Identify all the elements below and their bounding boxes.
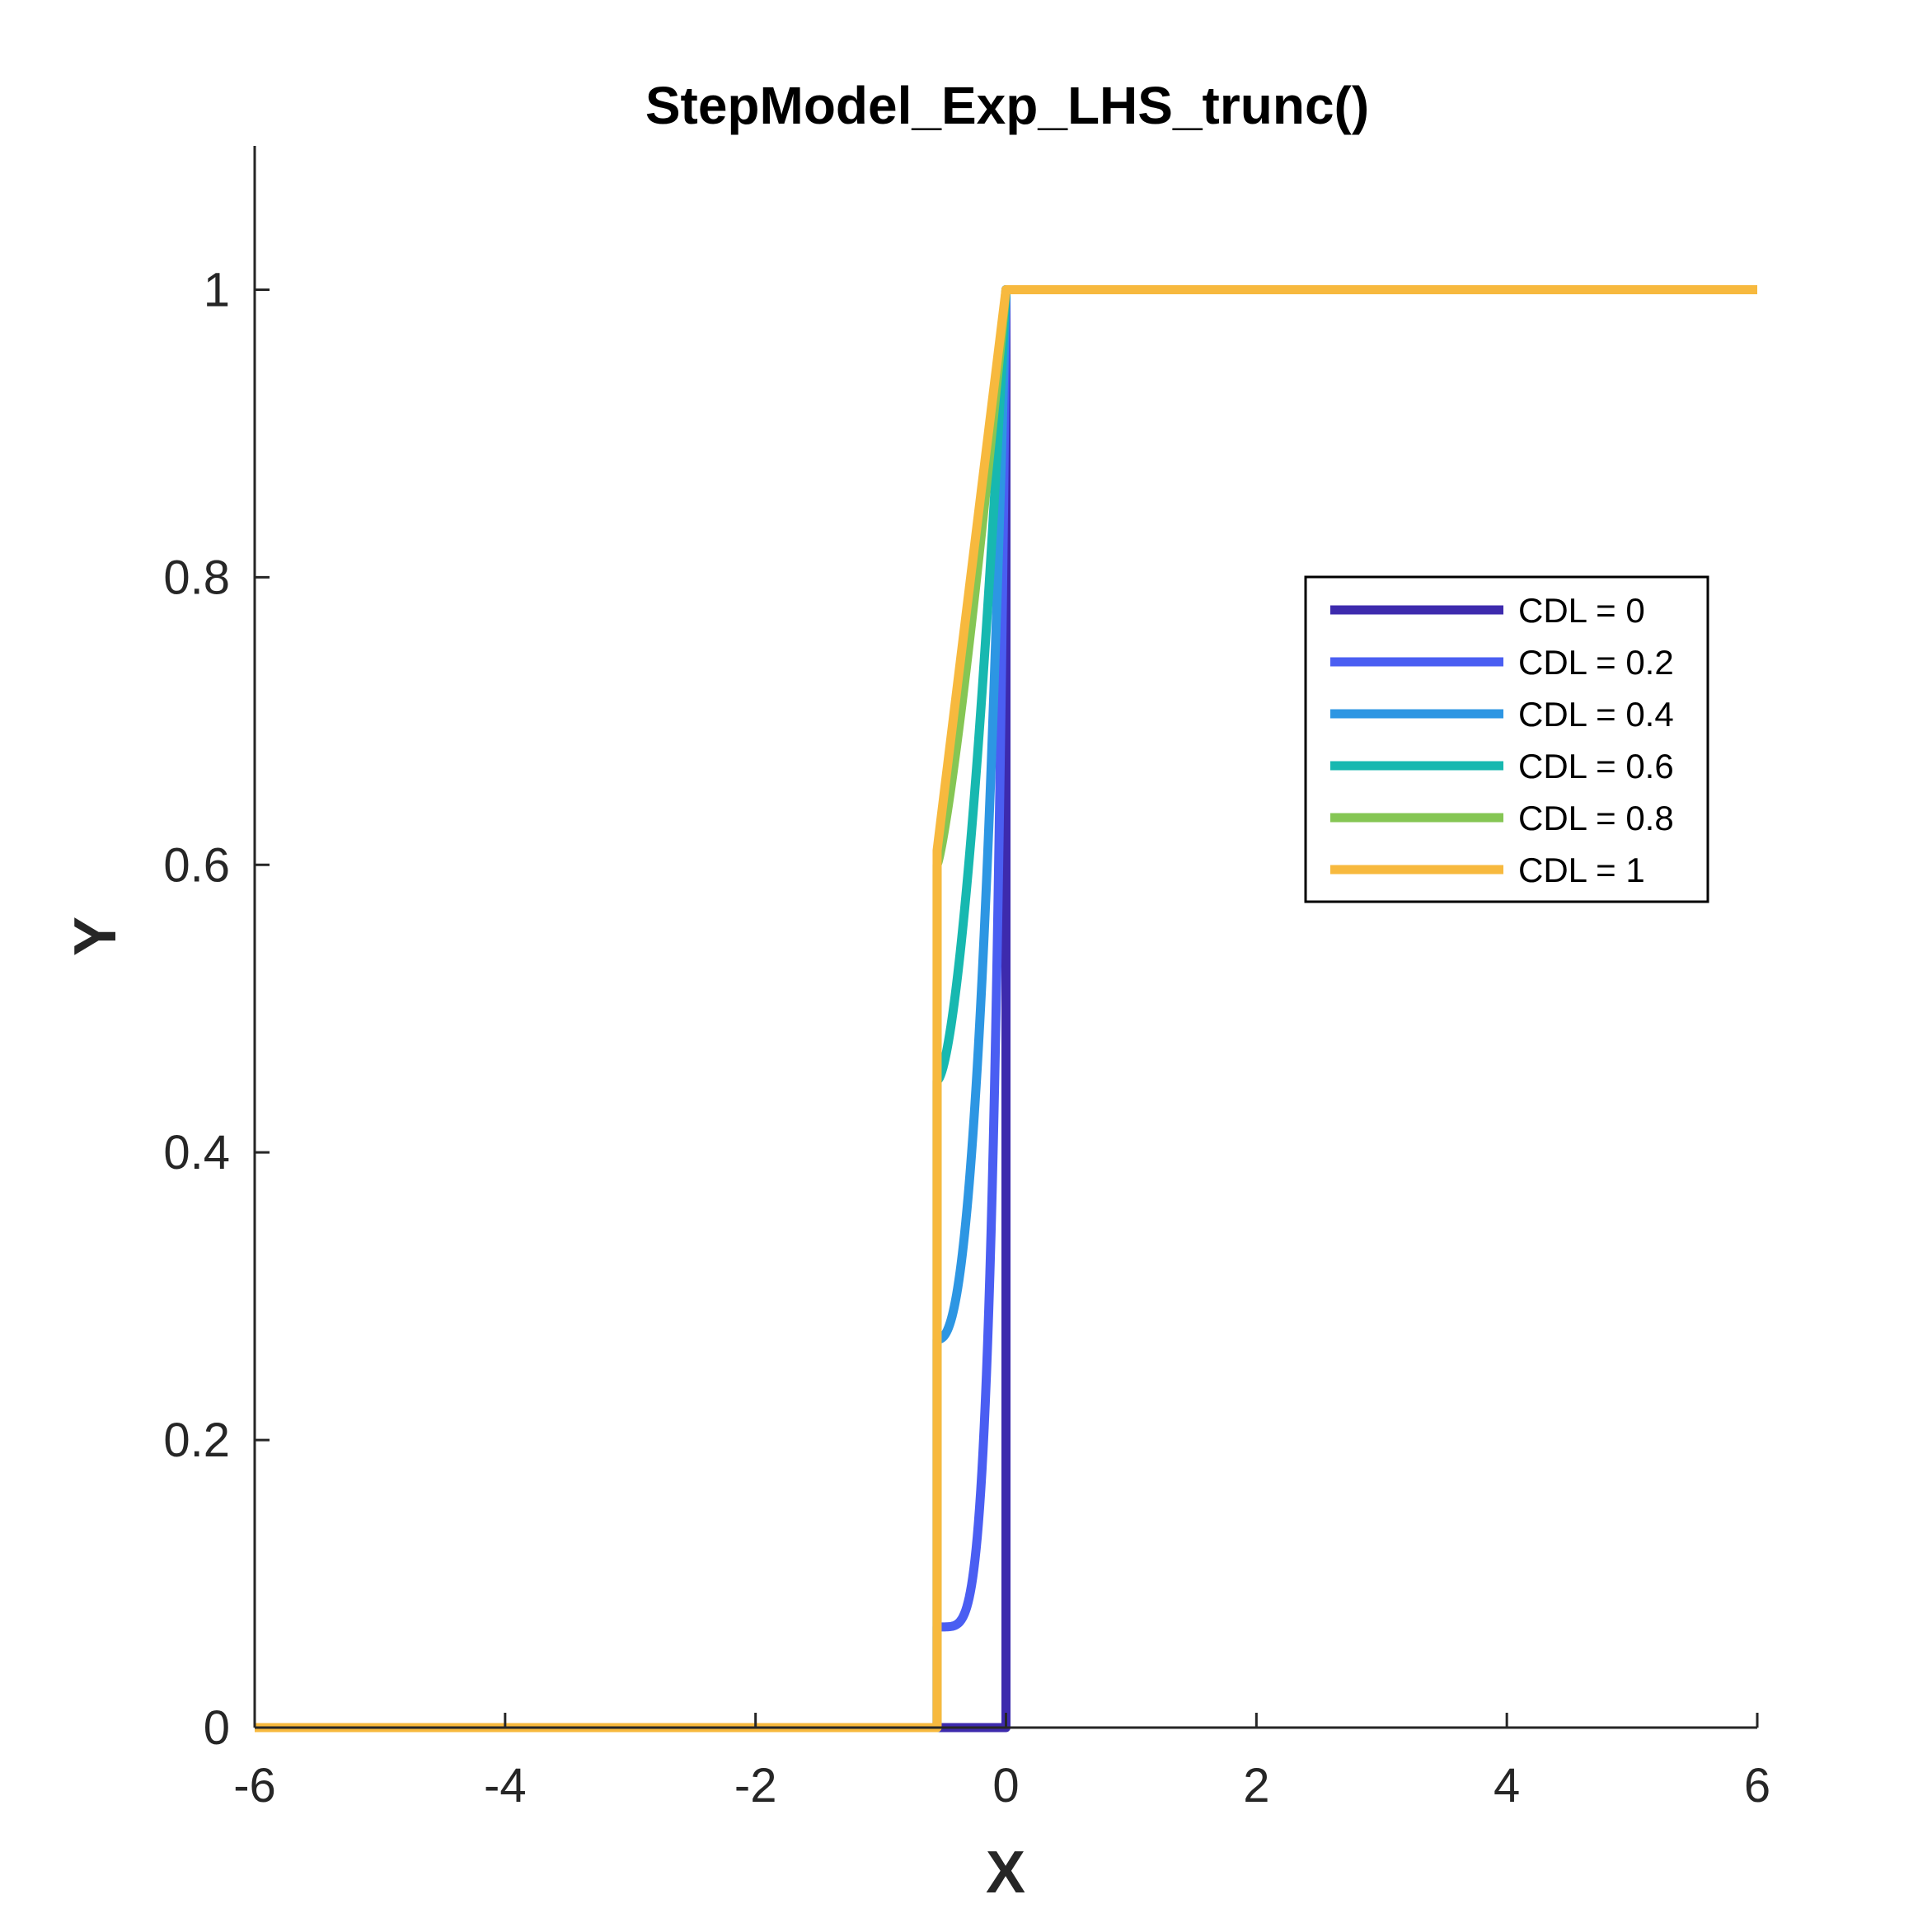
y-axis-label: Y xyxy=(63,917,129,956)
legend-label: CDL = 0 xyxy=(1518,591,1645,630)
legend-box xyxy=(1304,575,1709,903)
y-ticks: 0 0.2 0.4 0.6 0.8 1 xyxy=(163,263,270,1755)
series-line xyxy=(255,284,1757,1733)
chart-title: StepModel_Exp_LHS_trunc() xyxy=(645,76,1369,135)
legend-label: CDL = 0.4 xyxy=(1518,695,1674,734)
y-tick-label: 0.8 xyxy=(163,551,230,604)
legend: CDL = 0 CDL = 0.2 CDL = 0.4 CDL = 0.6 CDL = … xyxy=(1304,575,1709,903)
legend-items: CDL = 0 CDL = 0.2 CDL = 0.4 CDL = 0.6 CDL = … xyxy=(1330,591,1674,889)
series-layer xyxy=(255,284,1757,1733)
x-tick-label: 0 xyxy=(992,1759,1019,1812)
x-tick-label: 4 xyxy=(1494,1759,1520,1812)
y-tick-label: 0.2 xyxy=(163,1414,230,1467)
x-tick-label: -4 xyxy=(484,1759,527,1812)
legend-label: CDL = 0.6 xyxy=(1518,747,1674,785)
x-tick-label: -6 xyxy=(233,1759,276,1812)
series-line xyxy=(255,284,1757,1733)
x-ticks: -6 -4 -2 0 2 4 6 xyxy=(233,1713,1770,1812)
series-line xyxy=(255,284,1757,1733)
x-tick-label: 2 xyxy=(1243,1759,1269,1812)
y-tick-label: 0.4 xyxy=(163,1126,230,1179)
legend-label: CDL = 0.2 xyxy=(1518,643,1674,682)
x-tick-label: -2 xyxy=(734,1759,777,1812)
y-tick-label: 1 xyxy=(204,263,230,317)
legend-label: CDL = 0.8 xyxy=(1518,799,1674,837)
legend-label: CDL = 1 xyxy=(1518,851,1645,889)
x-axis-label: X xyxy=(986,1840,1025,1906)
y-tick-label: 0.6 xyxy=(163,838,230,892)
y-tick-label: 0 xyxy=(204,1701,230,1755)
x-tick-label: 6 xyxy=(1744,1759,1770,1812)
series-line xyxy=(255,284,1757,1733)
